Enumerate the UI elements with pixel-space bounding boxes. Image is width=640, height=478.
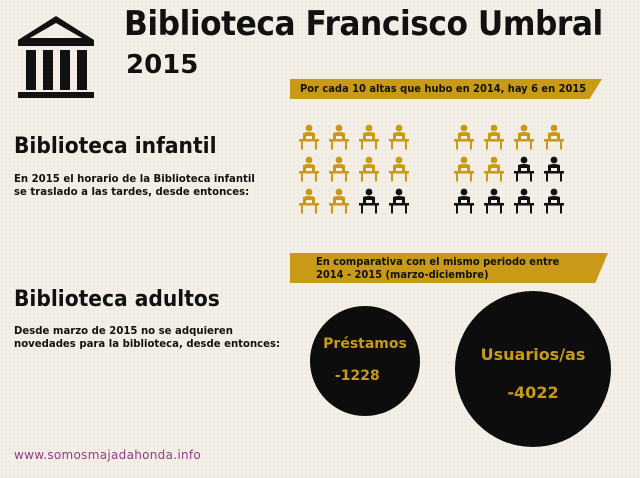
adultos-text-line: novedades para la biblioteca, desde ento… [14,337,281,350]
reader-at-desk-icon [359,188,379,214]
infantil-heading: Biblioteca infantil [14,134,217,159]
reader-at-desk-icon [389,124,409,150]
reader-at-desk-icon [329,156,349,182]
reader-at-desk-icon [389,156,409,182]
reader-at-desk-icon [454,124,474,150]
infantil-text: En 2015 el horario de la Biblioteca infa… [14,172,255,198]
comparativa-line: 2014 - 2015 (marzo-diciembre) [316,268,489,281]
reader-at-desk-icon [514,156,534,182]
adultos-heading: Biblioteca adultos [14,287,220,312]
prestamos-value: -1228 [334,368,380,384]
reader-at-desk-icon [454,156,474,182]
infantil-text-line: En 2015 el horario de la Biblioteca infa… [14,172,255,185]
adultos-text-line: Desde marzo de 2015 no se adquieren [14,324,233,337]
pictogram-group-2014 [298,124,418,220]
page-year: 2015 [126,50,199,80]
reader-at-desk-icon [329,124,349,150]
usuarios-value: -4022 [507,383,559,402]
site-url: www.somosmajadahonda.info [14,448,202,462]
usuarios-circle: Usuarios/as -4022 [455,291,611,447]
infantil-text-line: se traslado a las tardes, desde entonces… [14,185,250,198]
prestamos-circle: Préstamos -1228 [310,306,420,416]
altas-banner: Por cada 10 altas que hubo en 2014, hay … [290,79,602,99]
reader-at-desk-icon [454,188,474,214]
reader-at-desk-icon [299,188,319,214]
reader-at-desk-icon [359,124,379,150]
reader-at-desk-icon [389,188,409,214]
reader-at-desk-icon [299,156,319,182]
page-title: Biblioteca Francisco Umbral [124,4,603,44]
reader-at-desk-icon [329,188,349,214]
comparativa-line: En comparativa con el mismo periodo entr… [316,255,560,268]
reader-at-desk-icon [484,124,504,150]
reader-at-desk-icon [544,188,564,214]
prestamos-label: Préstamos [323,336,407,352]
adultos-text: Desde marzo de 2015 no se adquieren nove… [14,324,280,350]
reader-at-desk-icon [299,124,319,150]
reader-at-desk-icon [514,124,534,150]
reader-at-desk-icon [544,124,564,150]
pictogram-group-2015 [453,124,573,220]
reader-at-desk-icon [484,188,504,214]
reader-at-desk-icon [544,156,564,182]
reader-at-desk-icon [359,156,379,182]
reader-at-desk-icon [514,188,534,214]
reader-at-desk-icon [484,156,504,182]
library-building-icon [18,16,94,98]
usuarios-label: Usuarios/as [480,345,586,364]
comparativa-banner: En comparativa con el mismo periodo entr… [290,253,608,283]
